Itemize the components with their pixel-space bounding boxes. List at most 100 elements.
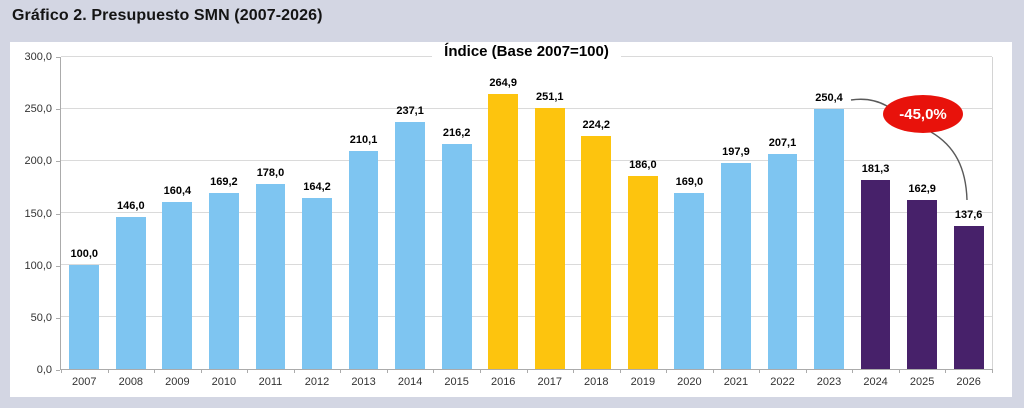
x-axis-label-2025: 2025	[909, 376, 935, 388]
x-axis-tick-mark	[526, 369, 528, 373]
x-axis-tick-mark	[852, 369, 854, 373]
y-axis-tick-label: 0,0	[36, 364, 52, 376]
gridline	[61, 160, 992, 161]
bar-slot-2010: 169,2 2010	[201, 57, 248, 388]
x-axis-tick-mark	[247, 369, 249, 373]
bar-slot-2025: 162,9 2025	[899, 57, 946, 388]
bar-2019	[627, 175, 658, 369]
chart-panel: Índice (Base 2007=100) 100,0 2007 146,0 200…	[10, 42, 1012, 397]
x-axis-tick-mark	[479, 369, 481, 373]
bar-2012	[302, 198, 332, 369]
x-axis-tick-mark	[805, 369, 807, 373]
bar-2015	[441, 144, 472, 369]
annotation-ellipse: -45,0%	[883, 95, 963, 133]
x-axis-label-2023: 2023	[816, 376, 842, 388]
y-axis-tick-mark	[56, 109, 60, 111]
x-axis-tick-mark	[992, 369, 993, 373]
value-label-2012: 164,2	[303, 181, 331, 194]
bar-2011	[255, 183, 286, 369]
value-label-2020: 169,0	[675, 176, 704, 189]
x-axis-label-2011: 2011	[258, 376, 283, 388]
y-axis-tick-mark	[56, 317, 60, 319]
x-axis-label-2015: 2015	[444, 376, 469, 388]
x-axis-label-2024: 2024	[863, 376, 888, 388]
x-axis-tick-mark	[340, 369, 342, 373]
x-axis-label-2022: 2022	[770, 376, 795, 388]
bar-slot-2012: 164,2 2012	[294, 57, 341, 388]
bar-2008	[115, 217, 146, 369]
x-axis-tick-mark	[107, 369, 109, 373]
annotation-text: -45,0%	[899, 105, 947, 123]
bar-2017	[534, 107, 565, 369]
x-axis-label-2007: 2007	[72, 376, 97, 388]
bar-slot-2018: 224,2 2018	[573, 57, 620, 388]
bar-slot-2026: 137,6 2026	[945, 57, 992, 388]
bar-slot-2013: 210,1 2013	[340, 57, 387, 388]
x-axis-tick-mark	[666, 369, 668, 373]
bar-2026	[953, 225, 984, 369]
x-axis-label-2010: 2010	[211, 376, 237, 388]
bar-slot-2016: 264,9 2016	[480, 57, 527, 388]
x-axis-label-2018: 2018	[584, 376, 609, 388]
value-label-2018: 224,2	[582, 118, 611, 131]
x-axis-tick-mark	[945, 369, 947, 373]
x-axis-tick-mark	[61, 369, 62, 373]
bar-2016	[488, 93, 519, 369]
gridline	[61, 212, 992, 213]
bar-slot-2023: 250,4 2023	[806, 57, 853, 388]
value-label-2024: 181,3	[861, 163, 890, 176]
value-label-2023: 250,4	[815, 91, 843, 104]
x-axis-label-2013: 2013	[351, 376, 376, 388]
value-label-2021: 197,9	[722, 146, 750, 159]
bar-2022	[767, 153, 798, 369]
bar-slot-2022: 207,1 2022	[759, 57, 806, 388]
bar-2018	[581, 135, 612, 369]
value-label-2013: 210,1	[349, 133, 378, 146]
value-label-2019: 186,0	[629, 158, 657, 171]
x-axis-label-2012: 2012	[304, 376, 330, 388]
x-axis-tick-mark	[154, 369, 156, 373]
bar-2007	[69, 265, 100, 369]
x-axis-tick-mark	[619, 369, 621, 373]
y-axis-tick-label: 100,0	[24, 259, 52, 272]
bar-slot-2015: 216,2 2015	[433, 57, 480, 388]
page-title: Gráfico 2. Presupuesto SMN (2007-2026)	[12, 7, 323, 24]
value-label-2022: 207,1	[768, 136, 797, 149]
bar-2020	[674, 193, 705, 369]
y-axis-tick-label: 200,0	[24, 155, 52, 168]
y-axis-tick-label: 50,0	[30, 311, 52, 324]
value-label-2026: 137,6	[954, 208, 983, 221]
x-axis-tick-mark	[712, 369, 714, 373]
bar-slot-2021: 197,9 2021	[713, 57, 760, 388]
y-axis-tick-label: 250,0	[24, 103, 52, 116]
x-axis-label-2026: 2026	[956, 376, 981, 388]
bar-2024	[860, 180, 891, 369]
gridline	[61, 108, 992, 109]
x-axis-label-2014: 2014	[397, 376, 423, 388]
bar-slot-2014: 237,1 2014	[387, 57, 434, 388]
value-label-2009: 160,4	[163, 185, 192, 198]
bar-slot-2019: 186,0 2019	[620, 57, 667, 388]
x-axis-tick-mark	[898, 369, 900, 373]
bar-2013	[348, 150, 379, 369]
bars-container: 100,0 2007 146,0 2008 160,4 2009 169,2 2010 178,…	[61, 57, 992, 388]
bar-2014	[395, 122, 425, 369]
y-axis-tick-mark	[56, 161, 60, 163]
x-axis-label-2021: 2021	[723, 376, 749, 388]
value-label-2008: 146,0	[117, 200, 145, 213]
x-axis-tick-mark	[386, 369, 388, 373]
bar-slot-2008: 146,0 2008	[108, 57, 155, 388]
x-axis-label-2009: 2009	[165, 376, 190, 388]
x-axis-tick-mark	[200, 369, 202, 373]
x-axis-label-2008: 2008	[118, 376, 144, 388]
bar-2021	[721, 163, 751, 369]
value-label-2017: 251,1	[535, 90, 564, 103]
chart-title: Índice (Base 2007=100)	[60, 43, 993, 61]
x-axis-tick-mark	[293, 369, 295, 373]
bar-slot-2007: 100,0 2007	[61, 57, 108, 388]
chart-title-text: Índice (Base 2007=100)	[432, 43, 621, 60]
bar-slot-2009: 160,4 2009	[154, 57, 201, 388]
y-axis-tick-label: 300,0	[24, 51, 52, 63]
bar-slot-2024: 181,3 2024	[852, 57, 899, 388]
